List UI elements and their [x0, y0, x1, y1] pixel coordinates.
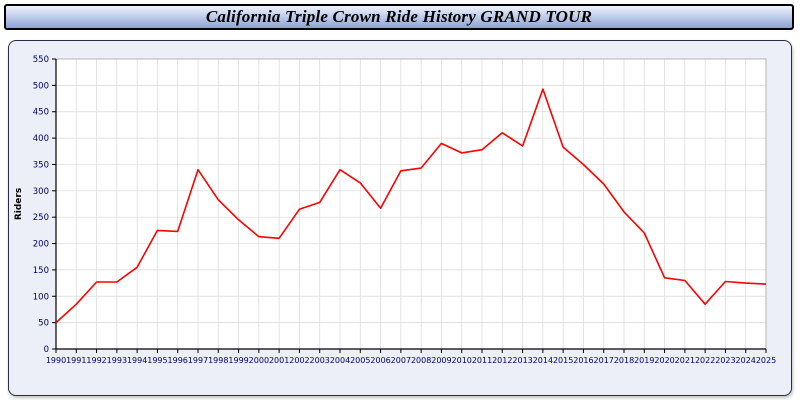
x-tick-label: 2001 [269, 356, 289, 365]
x-tick-label: 2010 [452, 356, 472, 365]
y-tick-label: 450 [33, 108, 49, 118]
plot-area [56, 59, 766, 349]
y-tick-label: 150 [33, 266, 49, 276]
x-tick-label: 2011 [472, 356, 492, 365]
x-tick-label: 1991 [66, 356, 86, 365]
x-tick-label: 2000 [249, 356, 269, 365]
x-tick-label: 2022 [695, 356, 715, 365]
y-tick-label: 50 [38, 319, 49, 329]
x-tick-label: 2025 [756, 356, 776, 365]
y-tick-label: 100 [33, 292, 49, 302]
x-tick-label: 2002 [289, 356, 309, 365]
x-tick-label: 2005 [350, 356, 370, 365]
y-tick-label: 350 [33, 160, 49, 170]
x-tick-label: 1998 [208, 356, 228, 365]
x-tick-label: 1999 [228, 356, 248, 365]
x-tick-label: 2012 [492, 356, 512, 365]
x-tick-label: 2021 [675, 356, 695, 365]
x-tick-label: 2013 [512, 356, 532, 365]
y-tick-label: 200 [33, 240, 49, 250]
x-tick-label: 2019 [634, 356, 654, 365]
x-tick-label: 2009 [431, 356, 451, 365]
y-tick-label: 550 [33, 55, 49, 65]
x-tick-label: 2003 [310, 356, 330, 365]
x-tick-label: 2006 [370, 356, 390, 365]
chart-title-bar: California Triple Crown Ride History GRA… [4, 4, 794, 30]
x-tick-label: 1995 [147, 356, 167, 365]
chart-panel: 0 50 100 150 200 250 300 350 400 450 500 550 1990 199… [8, 40, 792, 396]
x-tick-label: 2017 [594, 356, 614, 365]
x-tick-label: 2020 [654, 356, 674, 365]
x-tick-label: 2018 [614, 356, 634, 365]
y-tick-label: 250 [33, 213, 49, 223]
x-tick-label: 2004 [330, 356, 350, 365]
chart-title: California Triple Crown Ride History GRA… [205, 7, 593, 26]
x-tick-label: 1990 [46, 356, 66, 365]
data-line-riders [55, 88, 767, 324]
x-tick-label: 1996 [168, 356, 188, 365]
y-tick-label: 400 [33, 134, 49, 144]
x-tick-label: 2016 [573, 356, 593, 365]
x-tick-label: 2024 [736, 356, 756, 365]
x-tick-label: 1993 [107, 356, 127, 365]
x-tick-label: 2007 [391, 356, 411, 365]
x-tick-label: 1997 [188, 356, 208, 365]
x-tick-label: 1992 [86, 356, 106, 365]
x-tick-label: 2015 [553, 356, 573, 365]
x-tick-label: 2023 [715, 356, 735, 365]
y-tick-label: 0 [44, 345, 49, 355]
x-tick-label: 2008 [411, 356, 431, 365]
x-tick-label: 1994 [127, 356, 147, 365]
y-tick-label: 500 [33, 81, 49, 91]
x-tick-label: 2014 [533, 356, 553, 365]
y-tick-label: 300 [33, 187, 49, 197]
y-axis-title: Riders [14, 188, 24, 220]
